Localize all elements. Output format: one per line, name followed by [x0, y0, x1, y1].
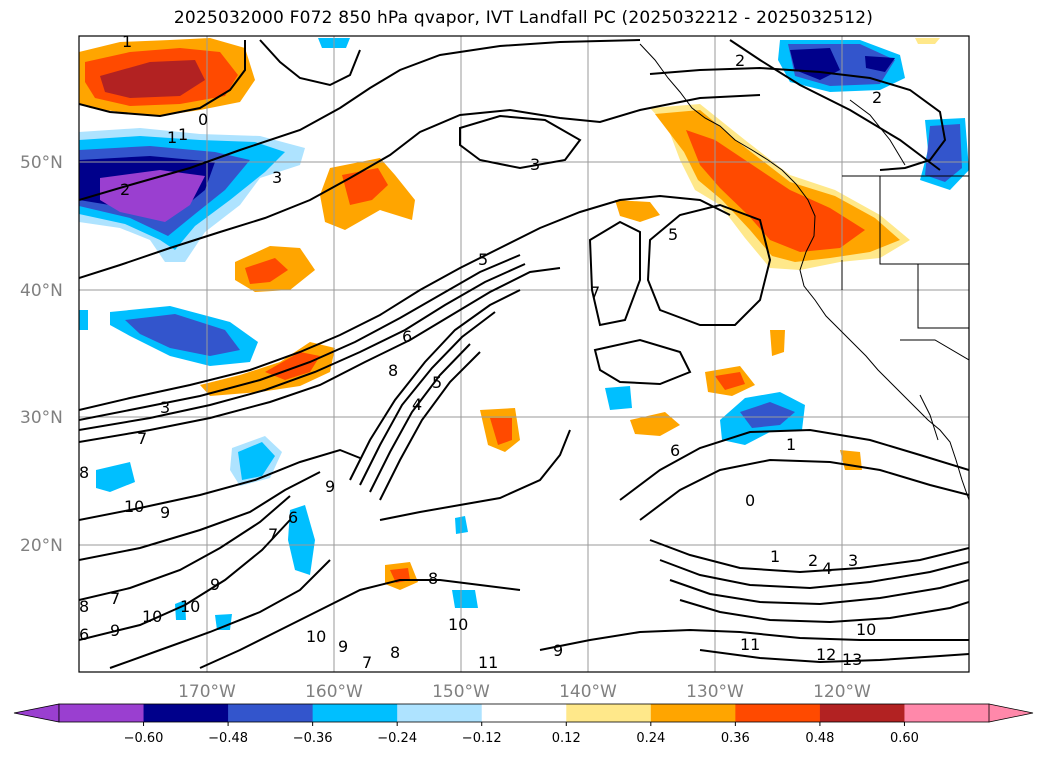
lon-label: 160°W	[305, 682, 363, 702]
colorbar-segment	[481, 704, 567, 722]
contour-label: 7	[268, 525, 278, 544]
colorbar-segment	[735, 704, 821, 722]
contour-label: 5	[478, 250, 488, 269]
contour-label: 11	[478, 653, 498, 672]
graticule	[79, 36, 969, 672]
lon-label: 170°W	[178, 682, 236, 702]
contour-label: 6	[288, 508, 298, 527]
contour-label: 9	[553, 641, 563, 660]
colorbar-extend-max	[988, 703, 1034, 723]
contour-label: 3	[848, 551, 858, 570]
lat-label: 20°N	[20, 536, 63, 556]
colorbar-frame	[58, 703, 990, 723]
contour-label: 8	[79, 463, 89, 482]
colorbar-extend-min	[13, 703, 60, 723]
contour-label: 10	[180, 597, 200, 616]
contour-label: 2	[808, 551, 818, 570]
colorbar-tick-label: 0.60	[890, 731, 919, 746]
lat-label: 50°N	[20, 153, 63, 173]
colorbar-tick-label: 0.36	[721, 731, 750, 746]
contour-label: 4	[822, 559, 832, 578]
contour-label: 10	[124, 497, 144, 516]
contour-label: 8	[428, 569, 438, 588]
contour-label: 1	[167, 128, 177, 147]
colorbar-segment	[143, 704, 229, 722]
contour-labels: 1 0 1 2 3 3 5 5 7 6 8 5 4 3 7 8 10 9 9 6…	[79, 32, 882, 672]
colorbar-tick-label: −0.48	[208, 731, 248, 746]
plot-frame	[78, 35, 970, 673]
contour-label: 8	[79, 597, 89, 616]
colorbar-segment	[819, 704, 905, 722]
contour-label: 1	[122, 32, 132, 51]
contour-label: 9	[338, 637, 348, 656]
contour-label: 6	[79, 625, 89, 644]
contour-label: 13	[842, 650, 862, 669]
contour-label: 3	[160, 398, 170, 417]
contour-label: 10	[306, 627, 326, 646]
colorbar-segment	[904, 704, 990, 722]
contour-label: 1	[786, 435, 796, 454]
colorbar-segment	[312, 704, 398, 722]
contour-label: 3	[530, 155, 540, 174]
contour-label: 9	[160, 503, 170, 522]
colorbar-segment	[650, 704, 736, 722]
contour-label: 12	[816, 645, 836, 664]
colorbar-segment	[228, 704, 314, 722]
contour-label: 0	[745, 491, 755, 510]
colorbar-segment	[397, 704, 483, 722]
colorbar-segment	[59, 704, 145, 722]
contour-label: 5	[668, 225, 678, 244]
contour-label: 4	[412, 395, 422, 414]
lon-label: 130°W	[686, 682, 744, 702]
contour-label: 3	[272, 168, 282, 187]
contour-label: 2	[872, 88, 882, 107]
contour-label: 6	[670, 441, 680, 460]
contour-label: 10	[856, 620, 876, 639]
colorbar-tick-label: 0.48	[805, 731, 834, 746]
contour-label: 9	[325, 477, 335, 496]
colorbar-tick-label: −0.24	[377, 731, 417, 746]
colorbar-tick-label: −0.60	[124, 731, 164, 746]
contour-label: 5	[432, 373, 442, 392]
colorbar-segment	[566, 704, 652, 722]
contour-label: 6	[402, 327, 412, 346]
contour-label: 1	[178, 125, 188, 144]
colorbar-tick-label: 0.12	[552, 731, 581, 746]
colorbar: −0.60 −0.48 −0.36 −0.24 −0.12 0.12 0.24 0.36 0.4…	[13, 703, 1034, 746]
contour-label: 10	[142, 607, 162, 626]
contour-label: 7	[110, 589, 120, 608]
contour-label: 9	[110, 621, 120, 640]
colorbar-tick-label: 0.24	[636, 731, 665, 746]
contour-label: 8	[388, 361, 398, 380]
contour-label: 9	[210, 575, 220, 594]
contour-label: 2	[735, 51, 745, 70]
ivt-contours	[79, 39, 969, 669]
contour-label: 10	[448, 615, 468, 634]
contour-label: 0	[198, 110, 208, 129]
lon-label: 120°W	[813, 682, 871, 702]
contour-label: 11	[740, 635, 760, 654]
latitude-labels: 50°N 40°N 30°N 20°N	[20, 153, 63, 556]
contour-label: 7	[362, 653, 372, 672]
colorbar-tick-label: −0.36	[293, 731, 333, 746]
lat-label: 30°N	[20, 408, 63, 428]
longitude-labels: 170°W 160°W 150°W 140°W 130°W 120°W	[178, 682, 871, 702]
contour-label: 7	[590, 283, 600, 302]
contour-label: 7	[137, 429, 147, 448]
contour-label: 2	[120, 180, 130, 199]
lat-label: 40°N	[20, 281, 63, 301]
lon-label: 140°W	[559, 682, 617, 702]
contour-label: 8	[390, 643, 400, 662]
lon-label: 150°W	[432, 682, 490, 702]
contour-label: 1	[770, 547, 780, 566]
map-title: 2025032000 F072 850 hPa qvapor, IVT Land…	[173, 8, 874, 28]
colorbar-tick-label: −0.12	[462, 731, 502, 746]
